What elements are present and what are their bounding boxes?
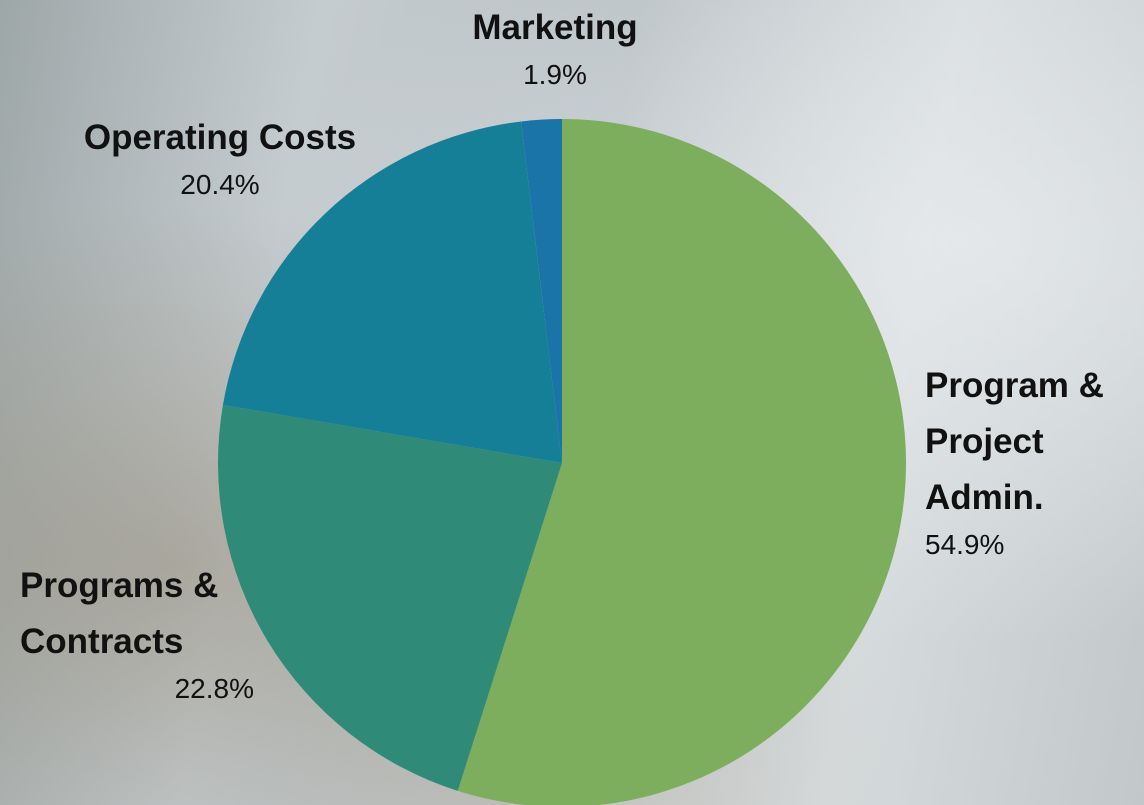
category-label: Program & Project Admin. bbox=[925, 358, 1144, 526]
value-label: 54.9% bbox=[925, 528, 1144, 562]
category-label: Marketing bbox=[405, 0, 705, 56]
category-label: Operating Costs bbox=[40, 110, 400, 166]
slice-label: Program & Project Admin.54.9% bbox=[925, 358, 1144, 562]
chart: Program & Project Admin.54.9% Programs & … bbox=[0, 0, 1144, 805]
category-label: Programs & Contracts bbox=[20, 558, 280, 670]
value-label: 1.9% bbox=[405, 58, 705, 92]
value-label: 20.4% bbox=[40, 168, 400, 202]
value-label: 22.8% bbox=[20, 672, 254, 706]
